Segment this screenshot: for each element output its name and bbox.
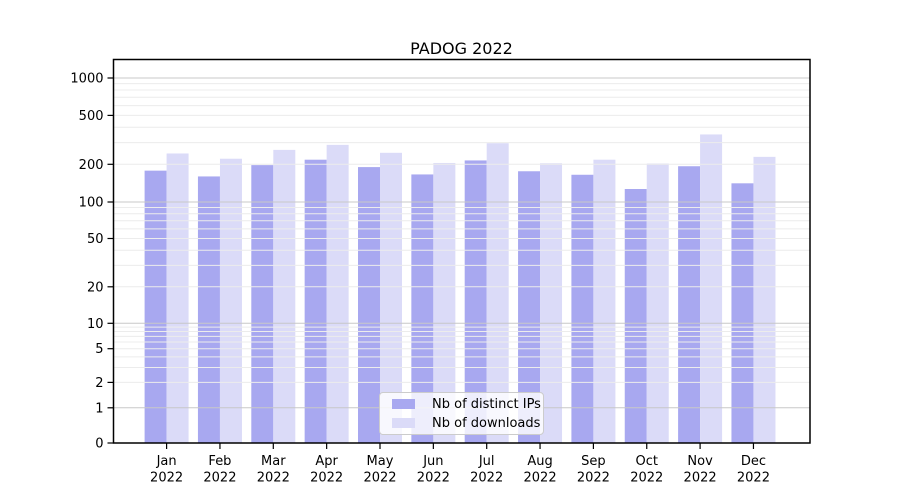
bar-feb-distinct-ips [197,176,220,443]
legend-label-distinct-ips: Nb of distinct IPs [432,396,541,412]
x-tick-label-jul: Jul 2022 [470,454,503,486]
bar-jan-distinct-ips [144,170,167,443]
bar-jun-distinct-ips [411,174,434,443]
y-tick-label-0: 0 [95,437,103,452]
bar-apr-downloads [326,144,349,443]
bar-may-downloads [380,152,402,444]
x-tick-label-sep: Sep 2022 [577,454,610,486]
bar-nov-distinct-ips [678,166,701,444]
bar-jul-downloads [486,143,509,444]
bar-dec-distinct-ips [731,183,754,443]
bar-sep-distinct-ips [571,174,594,443]
y-tick-label-10: 10 [87,317,104,332]
y-tick-label-100: 100 [79,196,104,211]
x-tick-label-may: May 2022 [363,454,396,486]
y-tick-label-50: 50 [87,232,104,247]
bar-apr-distinct-ips [304,159,327,443]
legend-row-distinct-ips: Nb of distinct IPs [386,396,541,412]
y-tick-label-1000: 1000 [70,72,103,87]
x-tick-label-aug: Aug 2022 [524,454,557,486]
plot-border [112,58,811,444]
legend: Nb of distinct IPs Nb of downloads [379,392,544,435]
y-tick-label-500: 500 [79,109,104,124]
bar-sep-downloads [593,159,616,443]
y-tick-label-20: 20 [87,280,104,295]
bar-aug-downloads [540,163,563,444]
bar-dec-downloads [753,156,776,443]
bar-jun-downloads [433,162,456,443]
bar-feb-downloads [219,158,242,443]
y-tick-label-5: 5 [95,342,103,357]
chart-title: PADOG 2022 [410,39,513,58]
bar-oct-distinct-ips [624,188,647,443]
x-tick-label-apr: Apr 2022 [310,454,343,486]
bar-aug-distinct-ips [518,171,541,443]
x-tick-label-mar: Mar 2022 [257,454,290,486]
bar-jan-downloads [166,153,189,443]
legend-swatch-distinct-ips [392,399,415,409]
bar-jul-distinct-ips [464,160,487,444]
legend-row-downloads: Nb of downloads [386,415,541,431]
bar-mar-distinct-ips [251,165,274,444]
y-tick-label-2: 2 [95,376,103,391]
bar-mar-downloads [273,149,296,443]
bar-oct-downloads [646,163,669,443]
bar-nov-downloads [700,134,723,443]
bar-may-distinct-ips [358,167,380,443]
y-tick-label-1: 1 [95,401,103,416]
y-tick-label-200: 200 [79,158,104,173]
x-tick-label-oct: Oct 2022 [630,454,663,486]
x-tick-label-feb: Feb 2022 [203,454,236,486]
x-tick-label-dec: Dec 2022 [737,454,770,486]
x-tick-label-jun: Jun 2022 [417,454,450,486]
legend-label-downloads: Nb of downloads [432,415,541,431]
x-tick-label-nov: Nov 2022 [684,454,717,486]
x-tick-label-jan: Jan 2022 [150,454,183,486]
legend-swatch-downloads [392,418,415,428]
